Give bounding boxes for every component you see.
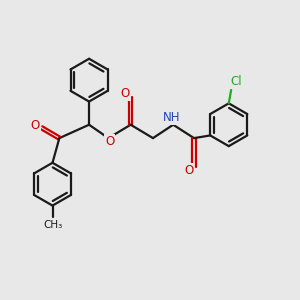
Text: O: O <box>184 164 193 177</box>
Text: O: O <box>121 87 130 100</box>
Text: O: O <box>105 135 115 148</box>
Text: CH₃: CH₃ <box>43 220 62 230</box>
Text: NH: NH <box>163 111 180 124</box>
Text: Cl: Cl <box>230 75 242 88</box>
Text: O: O <box>30 119 40 132</box>
